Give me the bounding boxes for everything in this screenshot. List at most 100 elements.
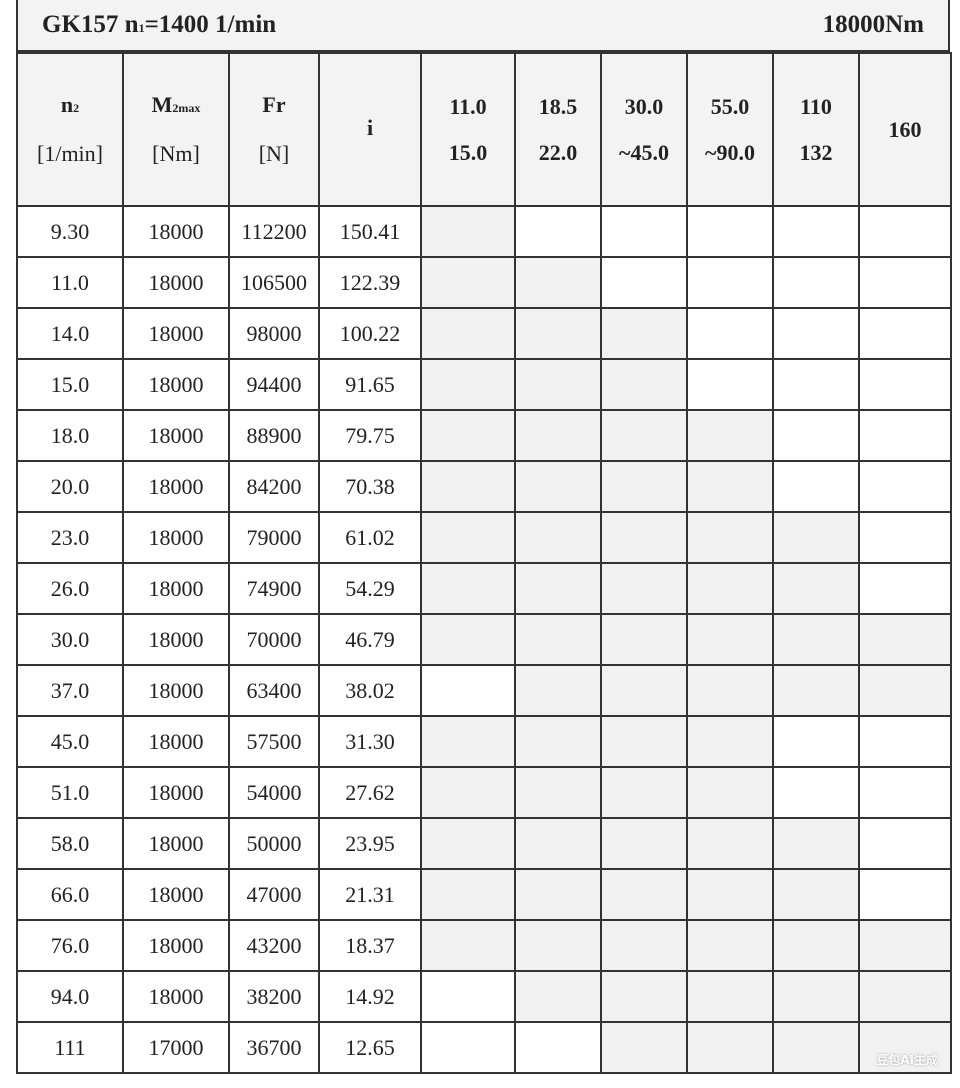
availability-cell-shaded [514, 460, 602, 513]
availability-cell-shaded [600, 919, 688, 972]
cell-n2: 66.0 [16, 868, 124, 921]
availability-cell-shaded [600, 460, 688, 513]
availability-cell-empty [858, 868, 952, 921]
availability-cell-empty [772, 715, 860, 768]
cell-n2: 26.0 [16, 562, 124, 615]
cell-n2: 45.0 [16, 715, 124, 768]
torque-rating: 18000Nm [822, 11, 924, 38]
availability-cell-shaded [420, 562, 516, 615]
cell-i: 14.92 [318, 970, 422, 1023]
cell-fr: 70000 [228, 613, 320, 666]
availability-cell-empty [772, 460, 860, 513]
availability-cell-shaded [514, 358, 602, 411]
availability-cell-shaded [686, 970, 774, 1023]
availability-cell-shaded [514, 409, 602, 462]
cell-m2max: 18000 [122, 256, 230, 309]
availability-cell-shaded [858, 1021, 952, 1074]
availability-cell-shaded [514, 715, 602, 768]
availability-cell-shaded [600, 613, 688, 666]
availability-cell-shaded [772, 664, 860, 717]
cell-n2: 37.0 [16, 664, 124, 717]
power-column-header: 30.0 ~45.0 [600, 52, 688, 207]
table-row: 18.0 18000 88900 79.75 [16, 409, 952, 462]
power-column-header: 11.0 15.0 [420, 52, 516, 207]
cell-i: 122.39 [318, 256, 422, 309]
availability-cell-empty [772, 766, 860, 819]
availability-cell-shaded [420, 256, 516, 309]
availability-cell-shaded [600, 715, 688, 768]
cell-i: 38.02 [318, 664, 422, 717]
availability-cell-shaded [858, 664, 952, 717]
availability-cell-shaded [686, 562, 774, 615]
cell-i: 79.75 [318, 409, 422, 462]
availability-cell-empty [858, 511, 952, 564]
availability-cell-empty [858, 256, 952, 309]
availability-cell-shaded [600, 817, 688, 870]
cell-m2max: 18000 [122, 205, 230, 258]
cell-i: 150.41 [318, 205, 422, 258]
cell-fr: 50000 [228, 817, 320, 870]
availability-cell-empty [772, 256, 860, 309]
cell-fr: 74900 [228, 562, 320, 615]
table-row: 14.0 18000 98000 100.22 [16, 307, 952, 360]
table-row: 66.0 18000 47000 21.31 [16, 868, 952, 921]
cell-i: 27.62 [318, 766, 422, 819]
title-row: GK157 n1=1400 1/min 18000Nm [16, 0, 950, 52]
cell-i: 70.38 [318, 460, 422, 513]
cell-fr: 36700 [228, 1021, 320, 1074]
availability-cell-shaded [420, 511, 516, 564]
cell-fr: 38200 [228, 970, 320, 1023]
cell-n2: 94.0 [16, 970, 124, 1023]
availability-cell-shaded [772, 1021, 860, 1074]
availability-cell-shaded [420, 868, 516, 921]
cell-m2max: 17000 [122, 1021, 230, 1074]
availability-cell-empty [858, 817, 952, 870]
availability-cell-shaded [514, 562, 602, 615]
availability-cell-shaded [858, 970, 952, 1023]
availability-cell-empty [858, 409, 952, 462]
cell-fr: 79000 [228, 511, 320, 564]
availability-cell-shaded [686, 409, 774, 462]
availability-cell-empty [686, 205, 774, 258]
availability-cell-shaded [514, 613, 602, 666]
availability-cell-shaded [420, 613, 516, 666]
cell-m2max: 18000 [122, 664, 230, 717]
table-row: 58.0 18000 50000 23.95 [16, 817, 952, 870]
table-row: 37.0 18000 63400 38.02 [16, 664, 952, 717]
cell-n2: 30.0 [16, 613, 124, 666]
cell-fr: 112200 [228, 205, 320, 258]
availability-cell-shaded [514, 766, 602, 819]
cell-fr: 43200 [228, 919, 320, 972]
availability-cell-shaded [420, 715, 516, 768]
table-row: 111 17000 36700 12.65 [16, 1021, 952, 1074]
availability-cell-shaded [420, 205, 516, 258]
table-row: 26.0 18000 74900 54.29 [16, 562, 952, 615]
cell-fr: 88900 [228, 409, 320, 462]
column-header: i [318, 52, 422, 207]
cell-m2max: 18000 [122, 511, 230, 564]
cell-n2: 14.0 [16, 307, 124, 360]
table-row: 9.30 18000 112200 150.41 [16, 205, 952, 258]
availability-cell-empty [514, 205, 602, 258]
cell-fr: 84200 [228, 460, 320, 513]
availability-cell-shaded [514, 919, 602, 972]
cell-i: 18.37 [318, 919, 422, 972]
cell-fr: 57500 [228, 715, 320, 768]
spec-sheet: GK157 n1=1400 1/min 18000Nm n2 [1/min] M2m… [16, 0, 952, 1074]
cell-m2max: 18000 [122, 766, 230, 819]
table-row: 20.0 18000 84200 70.38 [16, 460, 952, 513]
cell-m2max: 18000 [122, 919, 230, 972]
availability-cell-shaded [686, 919, 774, 972]
table-row: 23.0 18000 79000 61.02 [16, 511, 952, 564]
availability-cell-shaded [600, 358, 688, 411]
availability-cell-empty [420, 1021, 516, 1074]
availability-cell-shaded [420, 919, 516, 972]
power-column-header: 55.0 ~90.0 [686, 52, 774, 207]
header-row: n2 [1/min] M2max [Nm] Fr [N] i 11.0 15.0 18.5 22.0… [16, 52, 952, 207]
availability-cell-empty [858, 766, 952, 819]
watermark: 豆包AI生成 [876, 1053, 938, 1067]
cell-m2max: 18000 [122, 307, 230, 360]
cell-fr: 94400 [228, 358, 320, 411]
availability-cell-shaded [600, 1021, 688, 1074]
availability-cell-shaded [686, 613, 774, 666]
